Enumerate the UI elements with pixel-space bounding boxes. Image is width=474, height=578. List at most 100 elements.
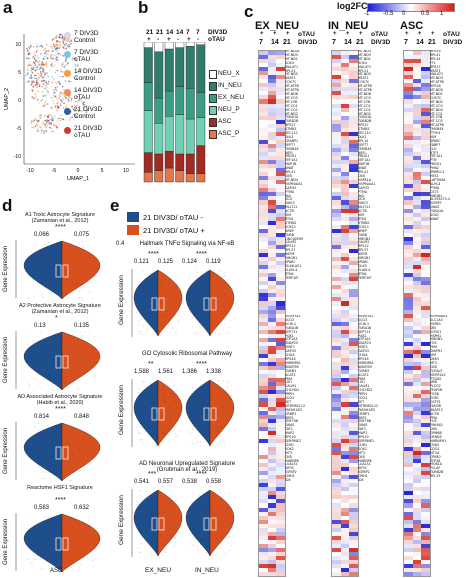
heatmap-cell <box>404 248 413 253</box>
umap-point <box>69 116 72 119</box>
umap-point <box>51 65 53 68</box>
heatmap-cell <box>421 83 430 88</box>
heatmap-cell <box>349 244 358 249</box>
violin-point <box>74 285 76 287</box>
umap-point <box>55 125 58 128</box>
umap-point <box>49 55 52 58</box>
umap-point <box>37 128 39 131</box>
violin-point <box>85 533 87 535</box>
heatmap-cell <box>267 442 277 447</box>
gene-label: TUBA1B <box>358 325 372 330</box>
violin-point <box>149 523 151 525</box>
gene-label: MT-ND3 <box>430 76 443 81</box>
heatmap-cell <box>412 297 422 302</box>
violin-point <box>92 539 94 541</box>
heatmap-cell <box>259 184 268 189</box>
violin-point <box>154 393 155 395</box>
heatmap-cell <box>332 127 341 132</box>
umap-point <box>65 45 68 48</box>
heatmap-cell <box>267 168 277 173</box>
violin-point <box>153 304 155 306</box>
heatmap-cell <box>267 253 277 258</box>
heatmap-cell <box>259 232 268 237</box>
umap-point <box>45 61 48 63</box>
heatmap-cell <box>332 87 341 92</box>
heatmap-cell <box>259 257 268 262</box>
gene-label: MT-CO2 <box>430 119 443 124</box>
heatmap-cell <box>412 83 422 88</box>
violin-point <box>93 473 95 475</box>
violin-point <box>170 392 172 394</box>
heatmap-cell <box>276 261 285 266</box>
violin-point <box>140 536 142 538</box>
umap-point <box>29 84 32 87</box>
bar-segment <box>143 110 153 153</box>
umap-point <box>56 86 59 88</box>
heatmap-cell <box>349 212 358 217</box>
heatmap-cell <box>404 475 413 480</box>
violin-point <box>165 438 167 440</box>
heatmap-cell <box>404 224 413 229</box>
heatmap-cell <box>404 216 413 221</box>
violin-point <box>40 550 42 552</box>
heatmap-cell <box>412 248 422 253</box>
gene-label: MALAT1 <box>285 64 299 69</box>
heatmap-cell <box>340 471 350 476</box>
violin-point <box>66 566 68 568</box>
violin-point <box>81 459 83 461</box>
violin-point <box>46 455 48 457</box>
violin-point <box>60 529 61 530</box>
heatmap-cell <box>412 515 422 520</box>
violin-half <box>61 513 101 573</box>
violin-point <box>89 360 91 362</box>
violin-point <box>138 432 139 434</box>
violin-ylabel: Gene Expression <box>118 495 125 545</box>
heatmap-cell <box>340 305 350 310</box>
heatmap-cell <box>349 394 358 399</box>
violin-point <box>230 523 231 525</box>
gene-label: LAPTM4A <box>430 177 446 182</box>
violin-point <box>32 268 33 270</box>
violin-point <box>197 528 199 529</box>
heatmap-cell <box>276 527 285 532</box>
heatmap-cell <box>412 224 422 229</box>
gene-label: RPL41 <box>285 170 296 175</box>
violin-point <box>164 400 166 402</box>
violin-point <box>206 541 208 542</box>
violin-point <box>208 531 209 533</box>
violin-point <box>88 462 89 464</box>
gene-label: PTMA <box>358 189 368 194</box>
umap-point <box>77 72 80 74</box>
violin-point <box>161 285 163 287</box>
violin-point <box>228 550 230 552</box>
violin-point <box>174 514 175 516</box>
bar-segment <box>164 115 174 152</box>
violin-point <box>138 320 140 322</box>
heatmap-cell <box>267 467 277 472</box>
violin-point <box>27 381 29 383</box>
heatmap-cell <box>340 123 350 128</box>
umap-point <box>52 123 55 125</box>
violin-point <box>174 412 175 413</box>
violin-point <box>200 525 201 527</box>
umap-point <box>41 129 43 132</box>
heatmap-cell <box>259 301 268 306</box>
violin-point <box>218 405 220 407</box>
violin-point <box>176 388 178 390</box>
violin-point <box>208 431 210 433</box>
violin-point <box>161 519 163 521</box>
gene-label: MT-ND5 <box>430 88 443 93</box>
violin-point <box>62 294 64 295</box>
heatmap-cell <box>259 329 268 334</box>
violin-point <box>43 468 45 469</box>
heatmap-cell <box>276 402 285 407</box>
heatmap-cell <box>332 269 341 274</box>
violin-point <box>155 330 157 332</box>
heatmap-cell <box>332 79 341 84</box>
violin-point <box>211 412 213 414</box>
heatmap-cell <box>332 285 341 290</box>
heatmap-cell <box>276 160 285 165</box>
violin-box <box>62 355 69 369</box>
violin-point <box>52 347 54 349</box>
heatmap-cell <box>267 285 277 290</box>
